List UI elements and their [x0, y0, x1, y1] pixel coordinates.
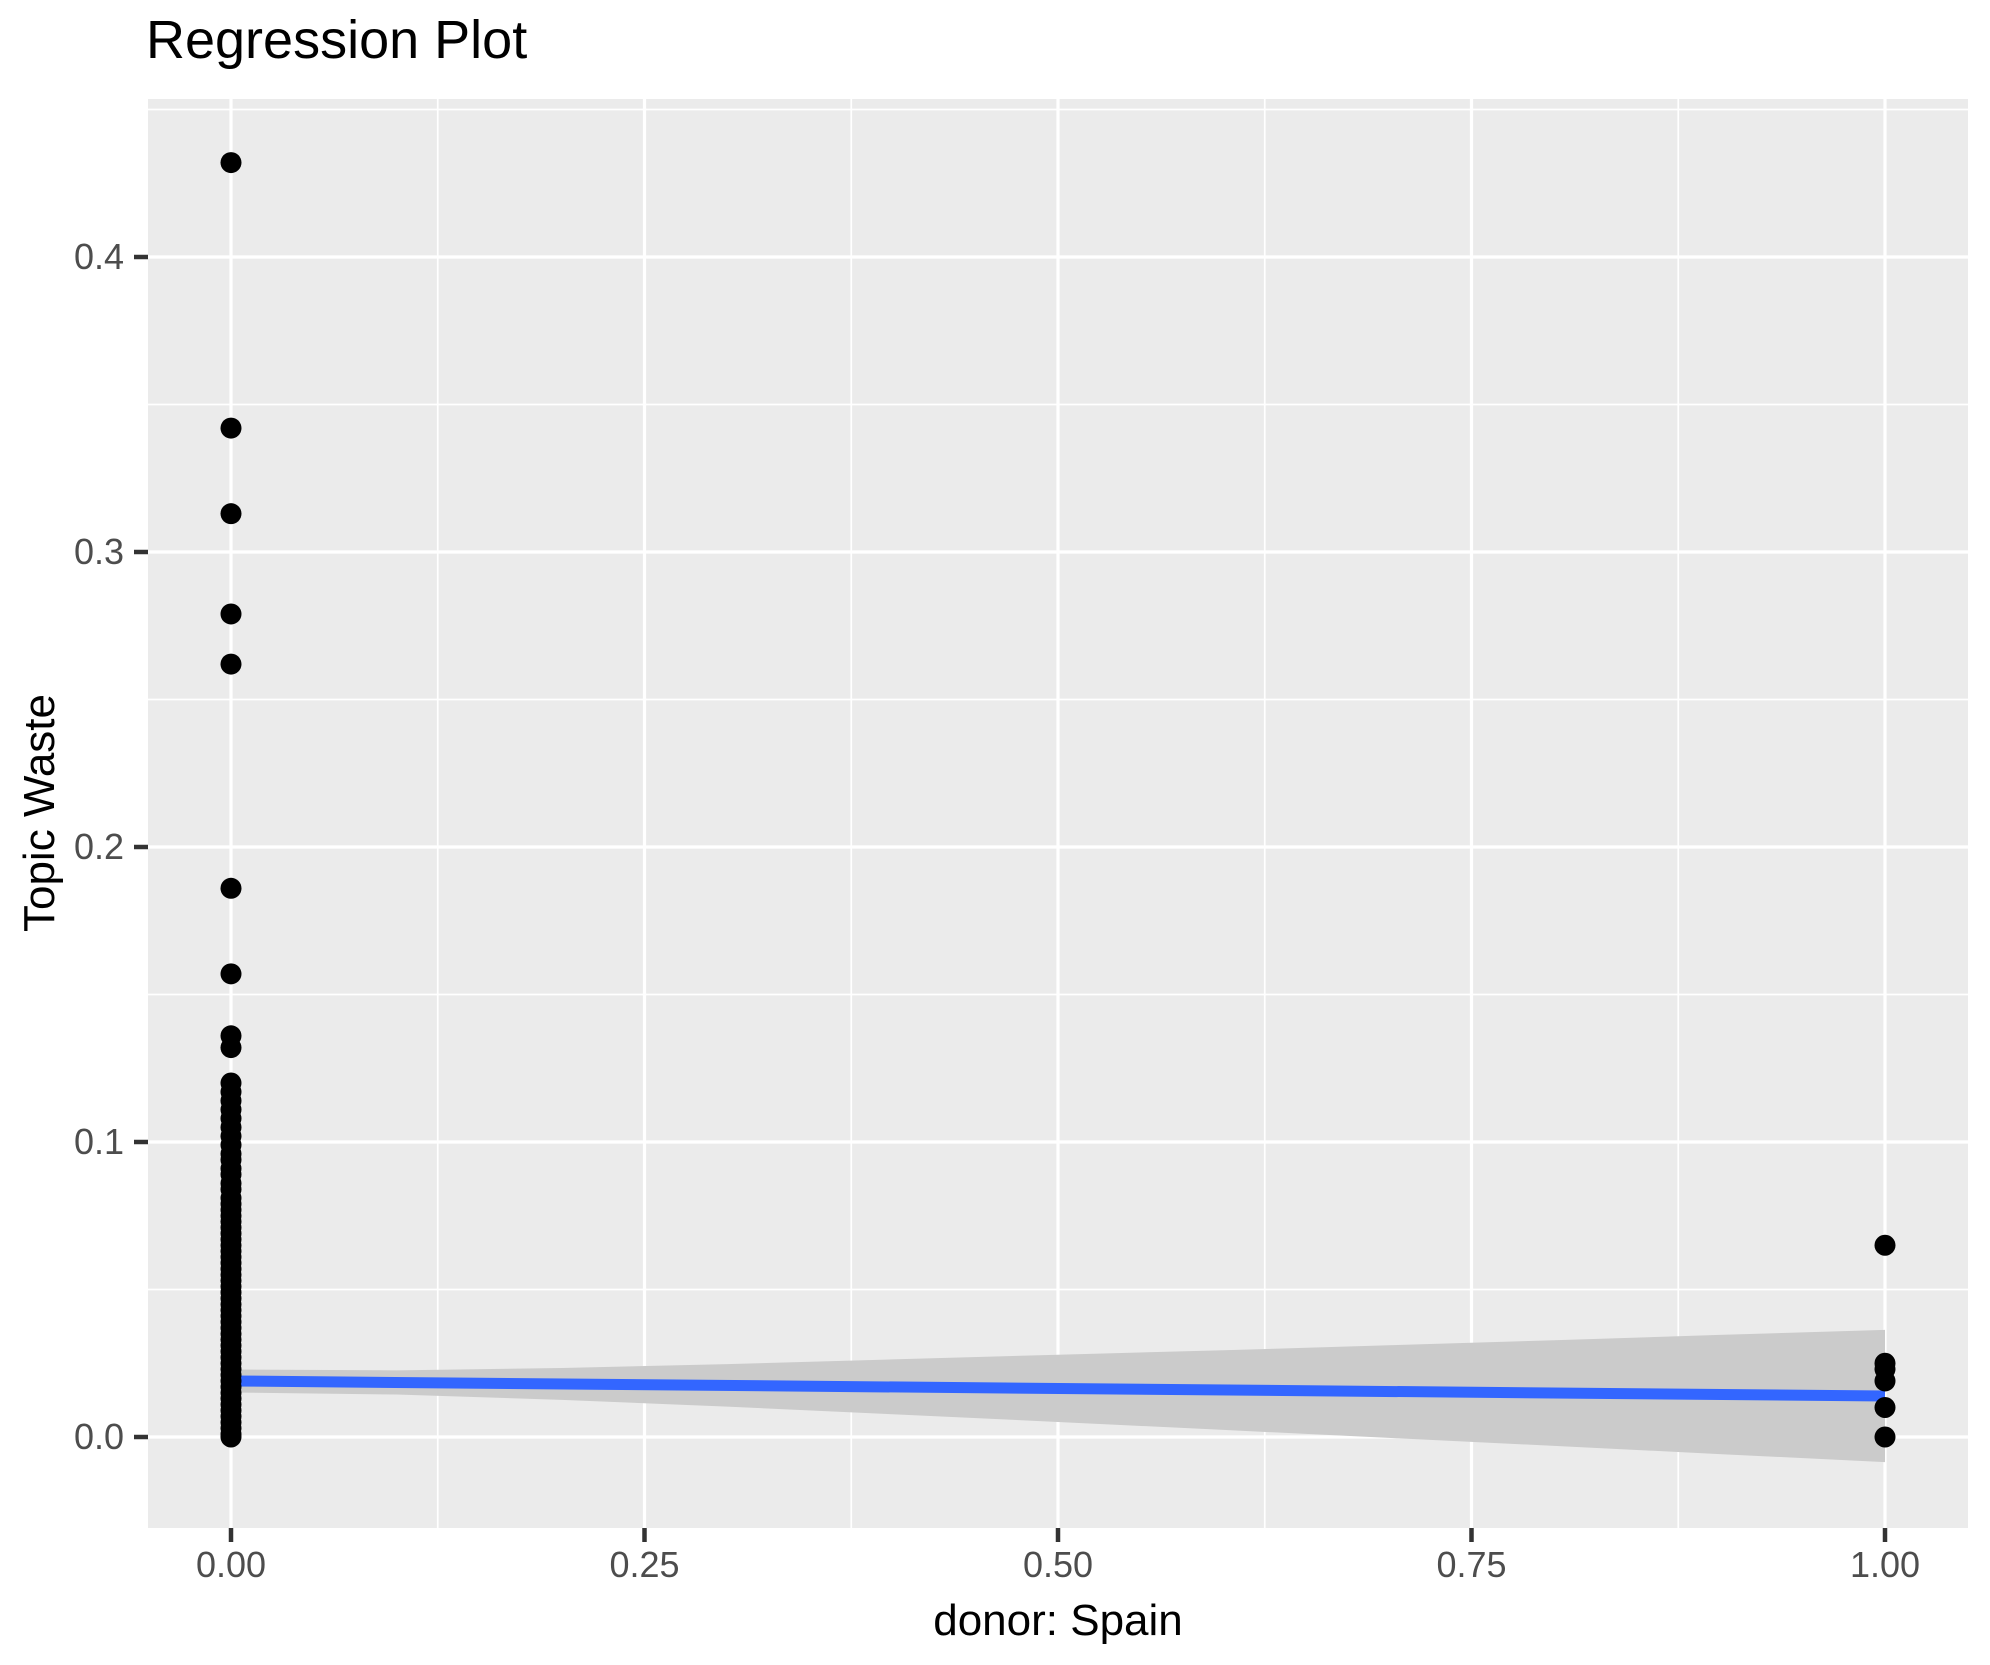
x-tick-label: 0.75: [1436, 1544, 1507, 1585]
scatter-point: [220, 503, 242, 525]
scatter-point: [220, 1037, 242, 1059]
regression-line: [230, 1375, 1886, 1402]
x-tick-label: 0.50: [1022, 1544, 1094, 1585]
plot-title: Regression Plot: [146, 10, 528, 70]
scatter-point: [220, 152, 242, 174]
confidence-band: [231, 1329, 1885, 1463]
scatter-point: [220, 963, 242, 985]
scatter-point: [220, 877, 242, 899]
y-tick-label: 0.4: [73, 236, 124, 277]
scatter-point: [1874, 1397, 1896, 1418]
y-tick-label: 0.3: [73, 531, 124, 572]
y-tick-label: 0.2: [73, 826, 124, 867]
scatter-point: [220, 653, 242, 675]
scatter-point: [1874, 1426, 1896, 1448]
scatter-point: [220, 603, 242, 625]
scatter-point: [220, 417, 242, 439]
x-tick-label: 0.00: [195, 1544, 267, 1585]
y-tick-label: 0.1: [73, 1121, 124, 1162]
scatter-point: [1874, 1370, 1896, 1392]
x-axis-title: donor: Spain: [933, 1596, 1183, 1645]
x-tick-label: 1.00: [1849, 1544, 1921, 1585]
scatter-point: [220, 1426, 242, 1448]
y-axis-title: Topic Waste: [15, 693, 64, 933]
x-tick-label: 0.25: [609, 1544, 680, 1585]
scatter-point: [1874, 1234, 1896, 1256]
y-tick-label: 0.0: [73, 1416, 124, 1457]
